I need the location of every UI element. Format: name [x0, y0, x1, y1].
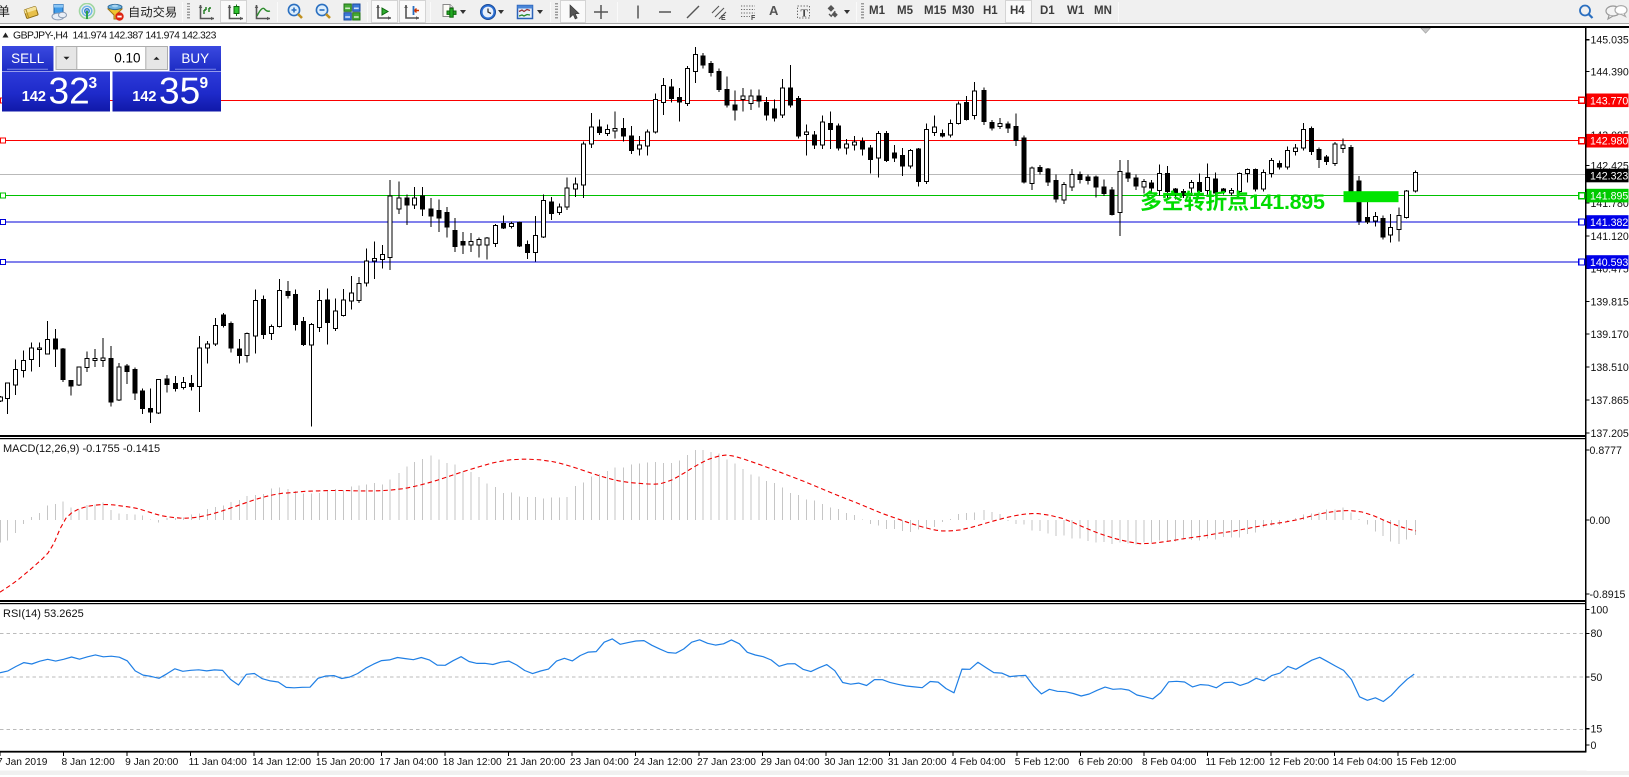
svg-text:9: 9: [200, 75, 209, 92]
svg-text:23 Jan 04:00: 23 Jan 04:00: [570, 757, 629, 768]
svg-text:138.510: 138.510: [1591, 362, 1629, 374]
svg-text:14 Jan 12:00: 14 Jan 12:00: [252, 757, 311, 768]
svg-text:142: 142: [132, 89, 156, 105]
svg-text:143.770: 143.770: [1590, 95, 1628, 107]
svg-text:E: E: [721, 15, 726, 21]
svg-text:35: 35: [159, 71, 200, 112]
svg-text:142.980: 142.980: [1590, 136, 1628, 148]
svg-text:141.120: 141.120: [1591, 231, 1629, 243]
svg-text:141.895: 141.895: [1249, 190, 1325, 214]
svg-text:9 Jan 20:00: 9 Jan 20:00: [125, 757, 179, 768]
svg-text:137.205: 137.205: [1591, 428, 1629, 440]
svg-text:T: T: [801, 8, 809, 20]
svg-text:50: 50: [1591, 672, 1603, 684]
svg-text:15 Feb 12:00: 15 Feb 12:00: [1396, 757, 1456, 768]
svg-text:32: 32: [49, 71, 90, 112]
svg-text:7 Jan 2019: 7 Jan 2019: [0, 757, 48, 768]
svg-text:5 Feb 12:00: 5 Feb 12:00: [1015, 757, 1070, 768]
svg-text:24 Jan 12:00: 24 Jan 12:00: [634, 757, 693, 768]
svg-text:142.323: 142.323: [1590, 171, 1628, 183]
svg-text:MACD(12,26,9) -0.1755 -0.1415: MACD(12,26,9) -0.1755 -0.1415: [3, 443, 160, 455]
svg-text:137.865: 137.865: [1591, 395, 1629, 407]
svg-text:15 Jan 20:00: 15 Jan 20:00: [316, 757, 375, 768]
svg-text:141.382: 141.382: [1590, 217, 1628, 229]
svg-text:0.10: 0.10: [114, 51, 140, 66]
svg-text:29 Jan 04:00: 29 Jan 04:00: [761, 757, 820, 768]
svg-text:0.8777: 0.8777: [1590, 445, 1623, 457]
svg-text:31 Jan 20:00: 31 Jan 20:00: [888, 757, 947, 768]
svg-text:80: 80: [1591, 628, 1603, 640]
svg-text:142: 142: [22, 89, 46, 105]
svg-text:11 Feb 12:00: 11 Feb 12:00: [1206, 757, 1266, 768]
svg-text:141.895: 141.895: [1590, 191, 1628, 203]
svg-text:18 Jan 12:00: 18 Jan 12:00: [443, 757, 502, 768]
svg-text:15: 15: [1591, 724, 1603, 736]
svg-text:27 Jan 23:00: 27 Jan 23:00: [697, 757, 756, 768]
svg-text:SELL: SELL: [11, 51, 45, 66]
svg-text:4 Feb 04:00: 4 Feb 04:00: [951, 757, 1006, 768]
svg-text:30 Jan 12:00: 30 Jan 12:00: [824, 757, 883, 768]
svg-text:11 Jan 04:00: 11 Jan 04:00: [189, 757, 247, 768]
svg-text:139.815: 139.815: [1591, 296, 1629, 308]
svg-text:6 Feb 20:00: 6 Feb 20:00: [1078, 757, 1133, 768]
svg-text:-0.8915: -0.8915: [1590, 589, 1626, 601]
svg-text:0: 0: [1591, 740, 1597, 752]
svg-text:145.035: 145.035: [1591, 35, 1629, 47]
svg-text:GBPJPY-,H4 141.974 142.387 14: GBPJPY-,H4 141.974 142.387 141.974 142.3…: [13, 31, 217, 42]
svg-text:100: 100: [1591, 604, 1609, 616]
svg-text:8 Feb 04:00: 8 Feb 04:00: [1142, 757, 1197, 768]
svg-text:RSI(14) 53.2625: RSI(14) 53.2625: [3, 608, 84, 620]
svg-text:3: 3: [89, 75, 98, 92]
svg-text:14 Feb 04:00: 14 Feb 04:00: [1333, 757, 1393, 768]
svg-text:0.00: 0.00: [1590, 515, 1611, 527]
svg-text:12 Feb 20:00: 12 Feb 20:00: [1269, 757, 1329, 768]
svg-text:17 Jan 04:00: 17 Jan 04:00: [379, 757, 438, 768]
svg-text:139.170: 139.170: [1591, 329, 1629, 341]
svg-text:8 Jan 12:00: 8 Jan 12:00: [62, 757, 116, 768]
svg-text:21 Jan 20:00: 21 Jan 20:00: [506, 757, 565, 768]
svg-text:140.593: 140.593: [1590, 257, 1628, 269]
svg-text:F: F: [751, 15, 756, 21]
svg-text:BUY: BUY: [181, 51, 209, 66]
svg-text:144.390: 144.390: [1591, 66, 1629, 78]
